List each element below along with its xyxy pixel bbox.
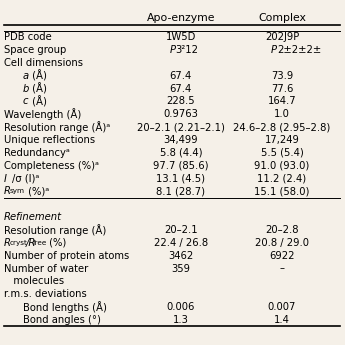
Text: Complex: Complex: [258, 13, 306, 23]
Text: Bond lengths (Å): Bond lengths (Å): [23, 301, 107, 313]
Text: 8.1 (28.7): 8.1 (28.7): [156, 186, 205, 196]
Text: Redundancyᵃ: Redundancyᵃ: [4, 148, 70, 158]
Text: 77.6: 77.6: [271, 83, 293, 93]
Text: 5.8 (4.4): 5.8 (4.4): [160, 148, 202, 158]
Text: Resolution range (Å)ᵃ: Resolution range (Å)ᵃ: [4, 121, 110, 133]
Text: I: I: [4, 174, 7, 184]
Text: 0.006: 0.006: [167, 302, 195, 312]
Text: 20.8 / 29.0: 20.8 / 29.0: [255, 238, 309, 248]
Text: PDB code: PDB code: [4, 32, 52, 42]
Text: 20–2.8: 20–2.8: [265, 225, 299, 235]
Text: Completeness (%)ᵃ: Completeness (%)ᵃ: [4, 161, 99, 171]
Text: Unique reflections: Unique reflections: [4, 135, 95, 145]
Text: Refinement: Refinement: [4, 212, 62, 222]
Text: 6922: 6922: [269, 251, 295, 261]
Text: 164.7: 164.7: [268, 97, 296, 107]
Text: Number of water: Number of water: [4, 264, 88, 274]
Text: free: free: [33, 240, 47, 246]
Text: 91.0 (93.0): 91.0 (93.0): [254, 161, 310, 171]
Text: (Å): (Å): [29, 70, 47, 81]
Text: 1W5D: 1W5D: [166, 32, 196, 42]
Text: (Å): (Å): [29, 96, 47, 107]
Text: R: R: [4, 186, 11, 196]
Text: 1.0: 1.0: [274, 109, 290, 119]
Text: 15.1 (58.0): 15.1 (58.0): [254, 186, 310, 196]
Text: Number of protein atoms: Number of protein atoms: [4, 251, 129, 261]
Text: Bond angles (°): Bond angles (°): [23, 315, 101, 325]
Text: 359: 359: [171, 264, 190, 274]
Text: 11.2 (2.4): 11.2 (2.4): [257, 174, 307, 184]
Text: 5.5 (5.4): 5.5 (5.4): [261, 148, 303, 158]
Text: 228.5: 228.5: [167, 97, 195, 107]
Text: 0.007: 0.007: [268, 302, 296, 312]
Text: (%): (%): [46, 238, 66, 248]
Text: 22.4 / 26.8: 22.4 / 26.8: [154, 238, 208, 248]
Text: P: P: [170, 45, 176, 55]
Text: 3²12: 3²12: [176, 45, 199, 55]
Text: Space group: Space group: [4, 45, 66, 55]
Text: 67.4: 67.4: [170, 83, 192, 93]
Text: 0.9763: 0.9763: [164, 109, 198, 119]
Text: 1.3: 1.3: [173, 315, 189, 325]
Text: r.m.s. deviations: r.m.s. deviations: [4, 289, 87, 299]
Text: (Å): (Å): [29, 83, 47, 94]
Text: /σ (I)ᵃ: /σ (I)ᵃ: [12, 174, 39, 184]
Text: 67.4: 67.4: [170, 71, 192, 81]
Text: 17,249: 17,249: [265, 135, 299, 145]
Text: 202J9P: 202J9P: [265, 32, 299, 42]
Text: P: P: [271, 45, 277, 55]
Text: c: c: [23, 97, 29, 107]
Text: 1.4: 1.4: [274, 315, 290, 325]
Text: 3462: 3462: [168, 251, 194, 261]
Text: 20–2.1 (2.21–2.1): 20–2.1 (2.21–2.1): [137, 122, 225, 132]
Text: cryst: cryst: [10, 240, 28, 246]
Text: Resolution range (Å): Resolution range (Å): [4, 224, 106, 236]
Text: 20–2.1: 20–2.1: [164, 225, 198, 235]
Text: 73.9: 73.9: [271, 71, 293, 81]
Text: Wavelength (Å): Wavelength (Å): [4, 108, 81, 120]
Text: Apo-enzyme: Apo-enzyme: [147, 13, 215, 23]
Text: molecules: molecules: [4, 276, 64, 286]
Text: sym: sym: [10, 188, 25, 195]
Text: /R: /R: [26, 238, 36, 248]
Text: a: a: [23, 71, 29, 81]
Text: 24.6–2.8 (2.95–2.8): 24.6–2.8 (2.95–2.8): [234, 122, 331, 132]
Text: 13.1 (4.5): 13.1 (4.5): [156, 174, 205, 184]
Text: –: –: [279, 264, 285, 274]
Text: 97.7 (85.6): 97.7 (85.6): [153, 161, 209, 171]
Text: 2±2±2±: 2±2±2±: [277, 45, 321, 55]
Text: b: b: [23, 83, 29, 93]
Text: Cell dimensions: Cell dimensions: [4, 58, 83, 68]
Text: (%)ᵃ: (%)ᵃ: [26, 186, 50, 196]
Text: R: R: [4, 238, 11, 248]
Text: 34,499: 34,499: [164, 135, 198, 145]
